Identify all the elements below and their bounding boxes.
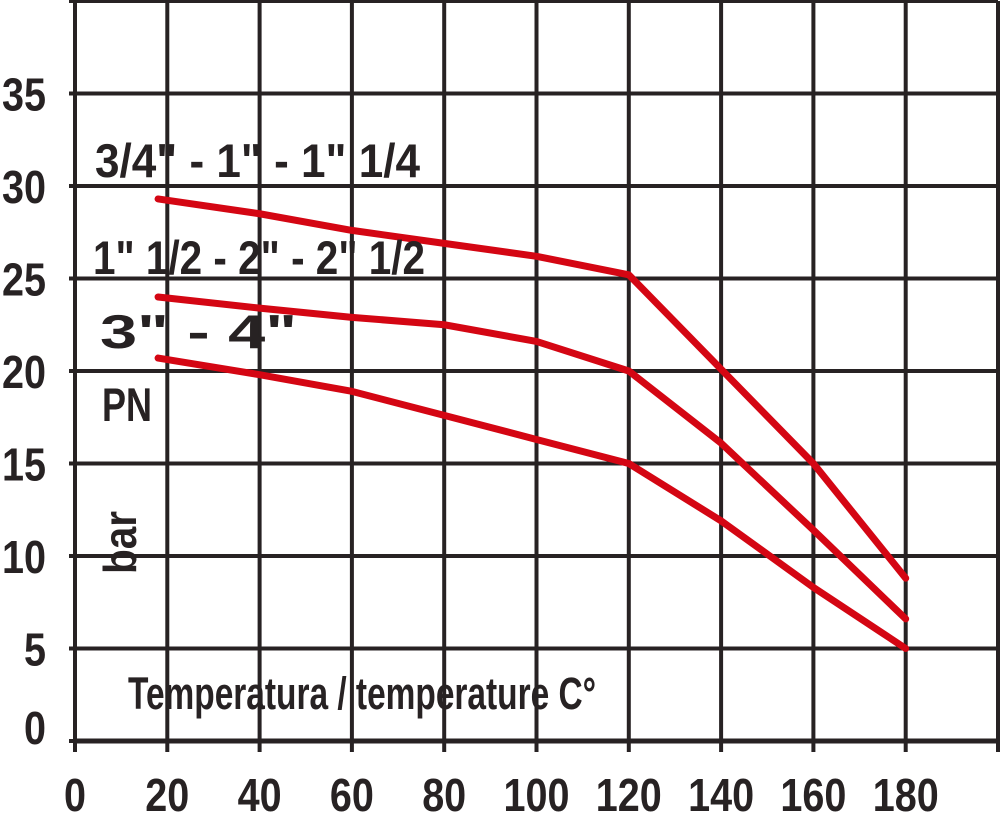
y-axis-unit-bar: bar — [94, 511, 146, 574]
series-line-3 — [154, 354, 910, 652]
series-line-2 — [154, 293, 910, 623]
grid-layer — [69, 0, 1000, 752]
y-tick-label: 0 — [24, 702, 46, 754]
y-tick-label: 15 — [2, 439, 46, 491]
y-tick-label: 35 — [2, 69, 46, 121]
series-label-large-sizes: 3" - 4" — [100, 305, 297, 358]
x-tick-label: 80 — [422, 769, 466, 813]
y-tick-label: 30 — [2, 161, 46, 213]
x-tick-label: 40 — [238, 769, 282, 813]
x-tick-label: 180 — [873, 769, 939, 813]
y-tick-label: 20 — [2, 346, 46, 398]
y-axis-label-pn: PN — [102, 378, 152, 431]
series-line-1 — [154, 195, 910, 582]
x-tick-label: 100 — [504, 769, 570, 813]
y-tick-label: 5 — [24, 624, 46, 676]
x-axis-label-temperature: Temperatura / temperature C° — [128, 668, 596, 719]
series-label-medium-sizes: 1" 1/2 - 2" - 2" 1/2 — [93, 231, 425, 284]
x-tick-label: 140 — [688, 769, 754, 813]
x-tick-label: 0 — [64, 769, 86, 813]
series-label-small-sizes: 3/4" - 1" - 1" 1/4 — [95, 134, 420, 187]
curve-layer — [154, 195, 910, 652]
x-tick-label: 160 — [780, 769, 846, 813]
x-tick-label: 20 — [145, 769, 189, 813]
y-tick-label: 25 — [2, 254, 46, 306]
x-tick-label: 120 — [596, 769, 662, 813]
x-tick-label: 60 — [330, 769, 374, 813]
y-tick-label: 10 — [2, 531, 46, 583]
tick-layer: 0 20 40 60 80 100 120 140 160 180 35 30 25 20 15 10 5 0 — [2, 69, 939, 813]
